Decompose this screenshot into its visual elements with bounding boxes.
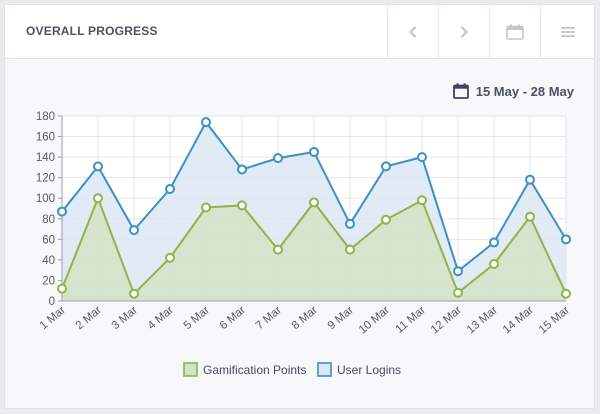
data-point	[201, 117, 211, 128]
calendar-icon	[452, 83, 469, 99]
y-tick-label: 40	[42, 255, 55, 267]
x-tick-label: 2 Mar	[74, 304, 104, 332]
y-tick-label: 100	[36, 193, 55, 205]
data-point	[489, 259, 499, 269]
x-tick-label: 3 Mar	[110, 304, 140, 332]
x-tick-label: 6 Mar	[218, 304, 248, 332]
x-tick-label: 12 Mar	[429, 304, 464, 336]
x-tick-label: 10 Mar	[357, 304, 392, 336]
data-point	[381, 161, 391, 172]
x-tick-label: 9 Mar	[326, 304, 356, 332]
data-point	[489, 237, 499, 248]
data-point	[273, 244, 283, 255]
y-tick-label: 120	[36, 173, 55, 185]
data-point	[201, 202, 211, 213]
x-tick-label: 13 Mar	[465, 304, 500, 336]
x-tick-label: 8 Mar	[290, 304, 320, 332]
widget-title: OVERALL PROGRESS	[26, 24, 158, 38]
x-tick-label: 1 Mar	[38, 304, 68, 332]
chevron-left-icon	[409, 25, 417, 38]
y-tick-label: 180	[36, 111, 55, 123]
data-point	[345, 218, 355, 229]
chevron-right-icon	[460, 25, 468, 38]
x-tick-label: 7 Mar	[254, 304, 284, 332]
x-tick-label: 14 Mar	[501, 304, 536, 336]
menu-button[interactable]	[540, 5, 595, 58]
next-button[interactable]	[438, 5, 489, 58]
data-point	[165, 183, 175, 194]
previous-button[interactable]	[387, 5, 438, 58]
date-range: 15 May - 28 May	[452, 82, 574, 100]
y-tick-label: 80	[42, 214, 55, 226]
date-range-label: 15 May - 28 May	[475, 83, 574, 99]
legend-swatch	[317, 362, 332, 377]
widget-header: OVERALL PROGRESS	[5, 5, 594, 59]
data-point	[525, 174, 535, 185]
data-point	[165, 252, 175, 263]
data-point	[453, 266, 463, 277]
data-point	[57, 206, 67, 217]
data-point	[273, 153, 283, 164]
calendar-icon	[506, 24, 524, 40]
series-area	[62, 198, 566, 301]
data-point	[381, 214, 391, 225]
data-point	[417, 152, 427, 163]
data-point	[417, 195, 427, 206]
data-point	[237, 200, 247, 211]
data-point	[237, 164, 247, 175]
x-tick-label: 5 Mar	[182, 304, 212, 332]
data-point	[453, 287, 463, 298]
data-point	[345, 244, 355, 255]
legend-swatch	[183, 362, 198, 377]
data-point	[525, 211, 535, 222]
x-tick-label: 4 Mar	[146, 304, 176, 332]
x-tick-label: 15 Mar	[537, 304, 572, 336]
menu-icon	[561, 26, 575, 37]
data-point	[309, 197, 319, 208]
y-tick-label: 140	[36, 152, 55, 164]
data-point	[561, 288, 571, 299]
calendar-button[interactable]	[489, 5, 540, 58]
y-tick-label: 20	[42, 275, 55, 287]
y-tick-label: 60	[42, 234, 55, 246]
y-tick-label: 160	[36, 132, 55, 144]
data-point	[129, 288, 139, 299]
data-point	[93, 193, 103, 204]
data-point	[57, 283, 67, 294]
data-point	[93, 161, 103, 172]
data-point	[129, 225, 139, 236]
y-tick-label: 0	[49, 296, 55, 308]
legend-label: Gamification Points	[203, 363, 306, 377]
legend-label: User Logins	[337, 363, 401, 377]
data-point	[309, 146, 319, 157]
x-tick-label: 11 Mar	[393, 304, 428, 336]
data-point	[561, 234, 571, 245]
